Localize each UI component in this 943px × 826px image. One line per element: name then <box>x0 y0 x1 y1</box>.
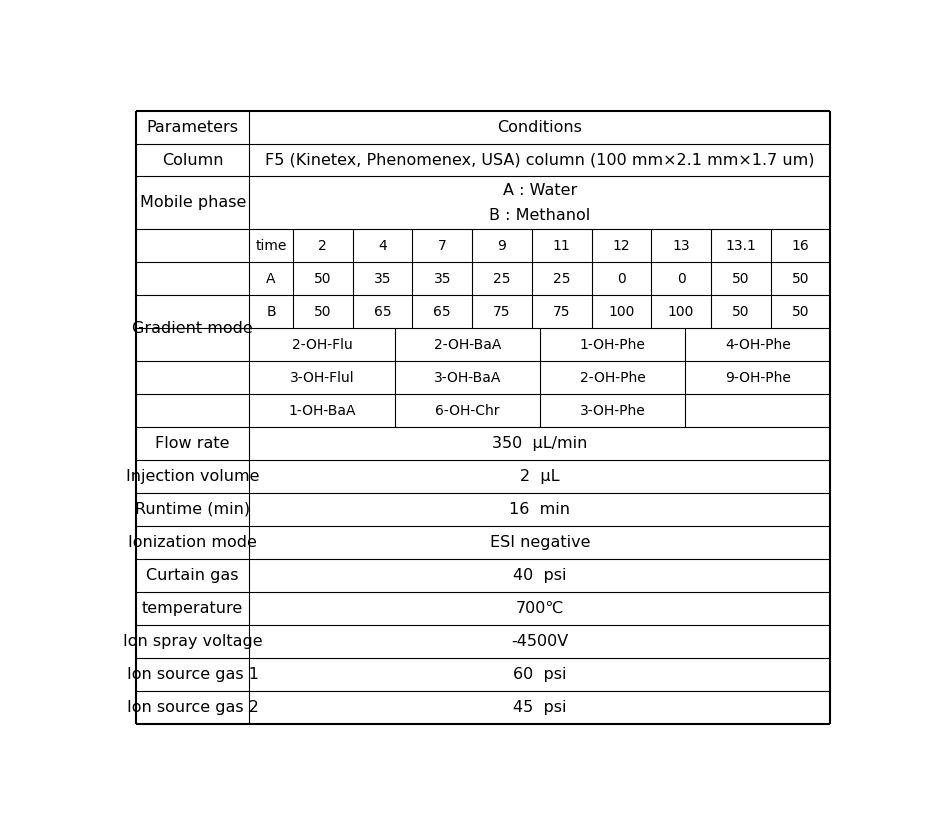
Text: 50: 50 <box>732 272 750 286</box>
Text: Conditions: Conditions <box>498 120 583 135</box>
Text: 0: 0 <box>677 272 686 286</box>
Text: 3-OH-Flul: 3-OH-Flul <box>290 371 355 385</box>
Text: Runtime (min): Runtime (min) <box>135 502 250 517</box>
Text: 3-OH-BaA: 3-OH-BaA <box>434 371 501 385</box>
Text: Curtain gas: Curtain gas <box>146 567 239 583</box>
Text: temperature: temperature <box>142 601 243 616</box>
Text: 75: 75 <box>553 305 571 319</box>
Text: 65: 65 <box>434 305 451 319</box>
Text: Ion source gas 2: Ion source gas 2 <box>126 700 258 714</box>
Text: 4: 4 <box>378 239 387 253</box>
Text: A : Water
B : Methanol: A : Water B : Methanol <box>489 183 590 223</box>
Text: time: time <box>256 239 287 253</box>
Text: 4-OH-Phe: 4-OH-Phe <box>725 338 790 352</box>
Text: 50: 50 <box>792 272 809 286</box>
Text: F5 (Kinetex, Phenomenex, USA) column (100 mm×2.1 mm×1.7 um): F5 (Kinetex, Phenomenex, USA) column (10… <box>265 153 815 168</box>
Text: B: B <box>266 305 276 319</box>
Text: ESI negative: ESI negative <box>489 535 590 550</box>
Text: 0: 0 <box>617 272 626 286</box>
Text: 2-OH-BaA: 2-OH-BaA <box>434 338 501 352</box>
Text: Ion spray voltage: Ion spray voltage <box>123 634 262 648</box>
Text: 40  psi: 40 psi <box>513 567 567 583</box>
Text: 35: 35 <box>434 272 451 286</box>
Text: Ionization mode: Ionization mode <box>128 535 257 550</box>
Text: 12: 12 <box>613 239 630 253</box>
Text: 13.1: 13.1 <box>725 239 756 253</box>
Text: -4500V: -4500V <box>511 634 569 648</box>
Text: 16  min: 16 min <box>509 502 571 517</box>
Text: 11: 11 <box>553 239 571 253</box>
Text: 16: 16 <box>792 239 809 253</box>
Text: Mobile phase: Mobile phase <box>140 196 246 211</box>
Text: Flow rate: Flow rate <box>156 436 230 451</box>
Text: 75: 75 <box>493 305 511 319</box>
Text: 3-OH-Phe: 3-OH-Phe <box>580 404 645 417</box>
Text: 350  μL/min: 350 μL/min <box>492 436 587 451</box>
Text: 9-OH-Phe: 9-OH-Phe <box>725 371 791 385</box>
Text: 65: 65 <box>373 305 391 319</box>
Text: 9: 9 <box>498 239 506 253</box>
Text: Column: Column <box>162 153 223 168</box>
Text: 700℃: 700℃ <box>516 601 564 616</box>
Text: 2-OH-Phe: 2-OH-Phe <box>580 371 645 385</box>
Text: 2  μL: 2 μL <box>521 469 559 484</box>
Text: 50: 50 <box>314 305 332 319</box>
Text: 60  psi: 60 psi <box>513 667 567 681</box>
Text: 13: 13 <box>672 239 690 253</box>
Text: 2-OH-Flu: 2-OH-Flu <box>291 338 353 352</box>
Text: 7: 7 <box>438 239 447 253</box>
Text: 35: 35 <box>373 272 391 286</box>
Text: 50: 50 <box>732 305 750 319</box>
Text: Parameters: Parameters <box>147 120 239 135</box>
Text: 6-OH-Chr: 6-OH-Chr <box>435 404 500 417</box>
Text: 1-OH-BaA: 1-OH-BaA <box>289 404 356 417</box>
Text: 1-OH-Phe: 1-OH-Phe <box>580 338 645 352</box>
Text: Ion source gas 1: Ion source gas 1 <box>126 667 258 681</box>
Text: 2: 2 <box>319 239 327 253</box>
Text: 100: 100 <box>608 305 635 319</box>
Text: 25: 25 <box>493 272 511 286</box>
Text: 50: 50 <box>792 305 809 319</box>
Text: 25: 25 <box>553 272 571 286</box>
Text: A: A <box>266 272 276 286</box>
Text: 50: 50 <box>314 272 332 286</box>
Text: 100: 100 <box>668 305 694 319</box>
Text: 45  psi: 45 psi <box>513 700 567 714</box>
Text: Injection volume: Injection volume <box>126 469 259 484</box>
Text: Gradient mode: Gradient mode <box>132 320 253 335</box>
